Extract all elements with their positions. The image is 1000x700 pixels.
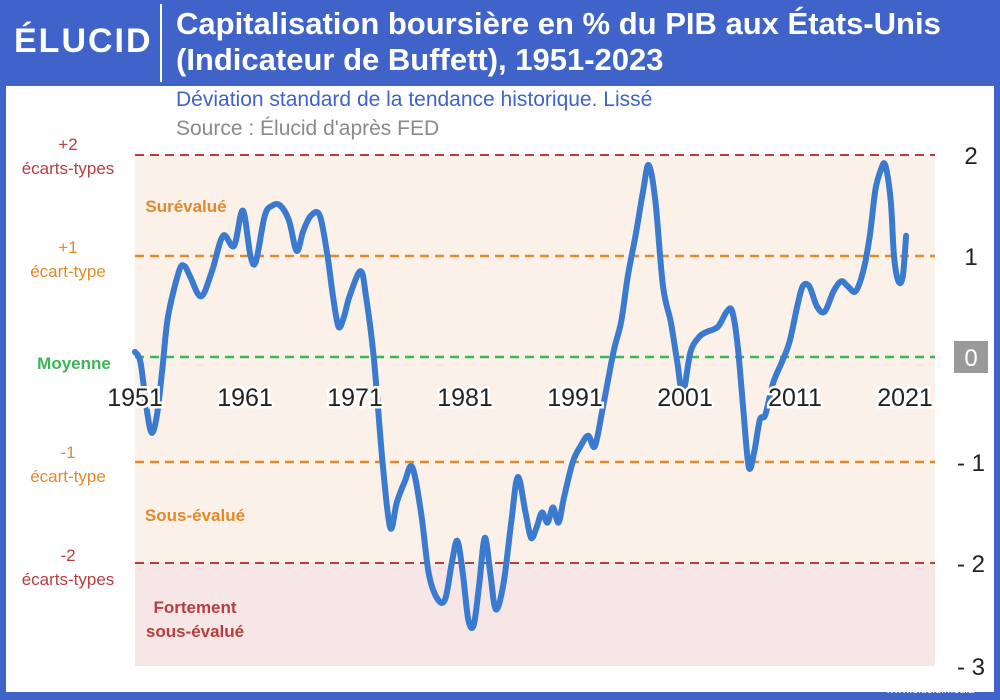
y-tick-label: - 1	[957, 450, 985, 477]
chart-title: Capitalisation boursière en % du PIB aux…	[176, 6, 941, 77]
minus1-label-unit: écart-type	[30, 467, 106, 486]
chart-subtitle: Déviation standard de la tendance histor…	[176, 88, 653, 111]
chart-source: Source : Élucid d'après FED	[176, 117, 440, 140]
minus2-label-value: -2	[60, 546, 75, 565]
y-tick-label: - 3	[957, 654, 985, 681]
plus2-label-unit: écarts-types	[22, 159, 115, 178]
footer-site: www.elucid.media	[885, 684, 974, 696]
plus1-label-unit: écart-type	[30, 262, 106, 281]
minus2-label-unit: écarts-types	[22, 570, 115, 589]
undervalued-zone-label: Sous-évalué	[145, 506, 245, 525]
x-tick-label: 1991	[547, 384, 603, 412]
y-tick-label: - 2	[957, 551, 985, 578]
mean-label: Moyenne	[37, 354, 111, 373]
x-axis-ticks: 1951 1961 1971 1981 1991 2001 2011 2021	[105, 382, 936, 415]
y-tick-label: 2	[964, 143, 977, 170]
x-tick-label: 1961	[217, 384, 273, 412]
series-line	[132, 160, 910, 632]
x-tick-label: 1951	[107, 384, 163, 412]
minus1-label-value: -1	[60, 443, 75, 462]
strongly-undervalued-zone	[135, 563, 935, 666]
x-tick-label: 2011	[768, 384, 822, 412]
overvalued-zone-label: Surévalué	[145, 197, 226, 216]
plus2-label-value: +2	[58, 135, 77, 154]
strongly-undervalued-label-line1: Fortement	[153, 598, 236, 617]
y-tick-label: 1	[964, 244, 977, 271]
x-tick-label: 2021	[877, 384, 933, 412]
x-tick-label: 2001	[657, 384, 713, 412]
y-tick-label: 0	[964, 345, 977, 372]
strongly-undervalued-label-line2: sous-évalué	[146, 622, 244, 641]
plus1-label-value: +1	[58, 238, 77, 257]
zero-badge	[954, 341, 988, 373]
x-tick-label: 1981	[437, 384, 493, 412]
x-tick-label: 1971	[327, 384, 383, 412]
elucid-logo: ÉLUCID	[14, 22, 153, 60]
header-divider	[160, 4, 162, 82]
y-axis-ticks: 2 1 0 - 1 - 2 - 3	[957, 143, 985, 681]
